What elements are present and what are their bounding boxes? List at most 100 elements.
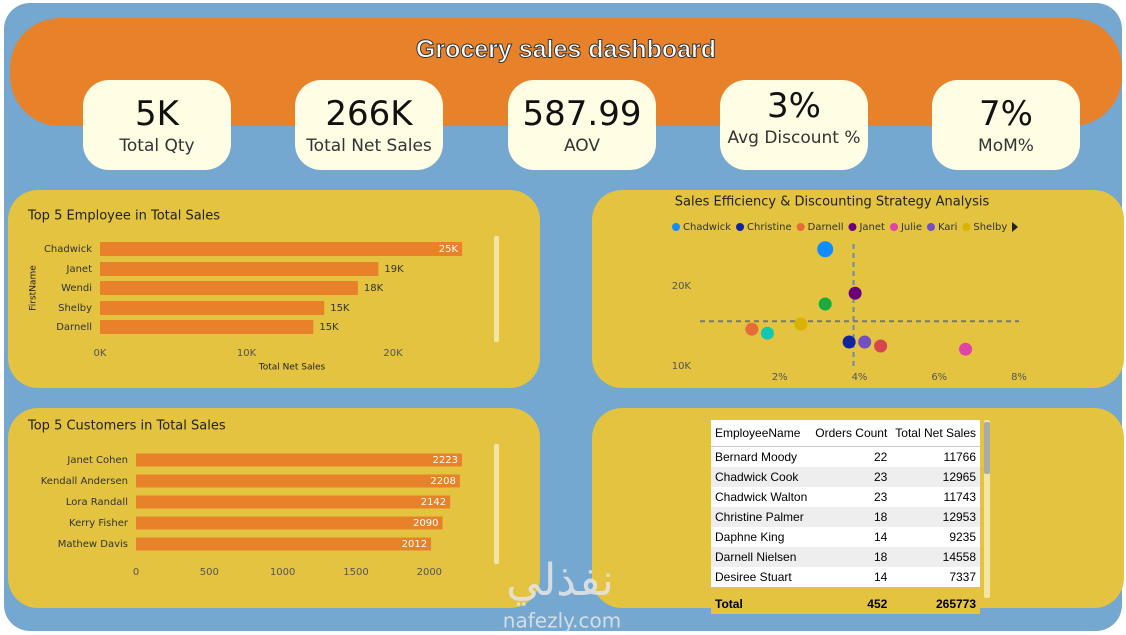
x-tick-label: 10K	[237, 348, 257, 359]
legend-swatch	[736, 223, 745, 231]
kpi-card: 7% MoM%	[932, 80, 1080, 170]
x-tick-label: 0K	[94, 348, 107, 359]
point	[818, 297, 832, 311]
legend-label: Janet	[858, 222, 885, 233]
bar	[100, 320, 314, 334]
kpi-label: Total Net Sales	[306, 136, 432, 156]
cell: 11743	[943, 490, 977, 504]
legend-label: Shelby	[973, 222, 1007, 233]
cell: Chadwick Cook	[711, 467, 812, 487]
kpi-card: 587.99 AOV	[508, 80, 656, 170]
chart-title: Top 5 Customers in Total Sales	[27, 419, 226, 434]
x-tick-label: 4%	[852, 372, 868, 383]
row: Chadwick Walton 23 11743	[711, 487, 980, 507]
data-label: 25K	[439, 244, 459, 255]
category-label: Wendi	[61, 283, 92, 294]
total-cell: Total	[711, 587, 812, 614]
x-axis-label: Total Net Sales	[258, 363, 326, 373]
point	[745, 322, 759, 336]
category-label: Janet Cohen	[66, 455, 128, 466]
data-label: 15K	[319, 322, 339, 333]
cell: Darnell Nielsen	[711, 547, 812, 567]
x-tick-label: 8%	[1011, 372, 1027, 383]
kpi-card: 5K Total Qty	[83, 80, 231, 170]
x-tick-label: 500	[200, 567, 219, 578]
point	[817, 241, 834, 258]
column-header: Total Net Sales	[891, 420, 981, 447]
bar	[136, 537, 432, 551]
scrollbar-thumb[interactable]	[984, 422, 990, 474]
kpi-value: 3%	[767, 86, 821, 126]
total-row: Total 452 265773	[711, 587, 981, 614]
bar	[100, 301, 325, 315]
category-label: Kendall Andersen	[41, 476, 128, 487]
legend-swatch	[672, 223, 680, 231]
bar	[100, 242, 463, 256]
total-cell: 265773	[891, 587, 981, 614]
legend-label: Julie	[900, 222, 922, 233]
title: Grocery sales dashboard	[416, 36, 716, 64]
row: Chadwick Cook 23 12965	[711, 467, 981, 487]
category-label: Chadwick	[44, 244, 92, 255]
x-tick-label: 2000	[417, 567, 442, 578]
x-tick-label: 20K	[383, 348, 403, 359]
point	[794, 317, 808, 331]
x-tick-label: 0	[133, 567, 139, 578]
scrollbar[interactable]	[494, 444, 499, 564]
cell: 12965	[891, 467, 981, 487]
scrollbar[interactable]	[494, 236, 499, 342]
x-tick-label: 1000	[270, 567, 295, 578]
legend-swatch	[889, 223, 898, 231]
cell: 9235	[949, 530, 977, 544]
bar	[100, 262, 379, 276]
point	[874, 339, 888, 353]
row: Christine Palmer 18 12953	[711, 507, 981, 527]
cell: Bernard Moody	[715, 450, 798, 464]
kpi-value: 7%	[979, 94, 1033, 134]
x-tick-label: 1500	[343, 567, 368, 578]
legend-swatch	[796, 223, 805, 231]
column-header: Orders Count	[811, 420, 892, 447]
cell: Desiree Stuart	[715, 570, 792, 584]
bar	[100, 281, 358, 295]
category-label: Shelby	[58, 303, 92, 314]
legend-next[interactable]	[1012, 222, 1018, 232]
cell: 18	[811, 547, 892, 567]
legend-swatch	[926, 223, 935, 231]
table-head: EmployeeName Orders Count Total Net Sales	[711, 420, 981, 447]
x-tick-label: 6%	[931, 372, 947, 383]
legend-label: Kari	[938, 222, 957, 233]
bar	[136, 495, 451, 509]
kpi-label: Avg Discount %	[727, 128, 861, 148]
cell: 7337	[949, 570, 977, 584]
row: Bernard Moody 22 11766	[711, 447, 980, 468]
row: Darnell Nielsen 18 14558	[711, 547, 981, 567]
category-label: Lora Randall	[66, 497, 128, 508]
table: EmployeeName Orders Count Total Net Sales B…	[711, 420, 981, 614]
category-label: Mathew Davis	[58, 539, 128, 550]
watermark: نفذلي	[506, 555, 614, 606]
cell: 14558	[891, 547, 981, 567]
legend-label: Christine	[747, 222, 792, 233]
total-cell: 452	[811, 587, 892, 614]
point	[842, 335, 856, 349]
table-foot: Total 452 265773	[711, 587, 981, 614]
cell: 23	[873, 490, 888, 504]
kpi-label: Total Qty	[119, 136, 195, 156]
y-tick-label: 10K	[672, 361, 692, 372]
point	[760, 326, 774, 340]
point	[959, 342, 973, 356]
data-label: 2090	[413, 518, 438, 529]
legend-swatch	[848, 223, 857, 231]
kpi-value: 587.99	[522, 94, 642, 134]
data-label: 2142	[421, 497, 446, 508]
kpi-label: AOV	[563, 136, 601, 156]
cell: Chadwick Walton	[715, 490, 808, 504]
bar	[136, 453, 463, 467]
cell: 22	[873, 450, 888, 464]
point	[848, 286, 862, 300]
cell: 23	[811, 467, 892, 487]
category-label: Darnell	[56, 322, 92, 333]
data-label: 15K	[330, 303, 350, 314]
